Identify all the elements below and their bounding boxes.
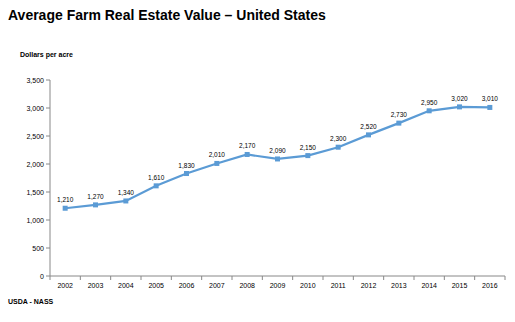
y-tick-label: 2,500: [26, 133, 44, 140]
marker: [245, 152, 250, 157]
y-tick-label: 0: [40, 273, 44, 280]
x-tick-label: 2006: [179, 282, 195, 289]
marker: [154, 183, 159, 188]
y-tick: [46, 248, 50, 249]
x-tick-label: 2014: [421, 282, 437, 289]
y-tick: [46, 80, 50, 81]
marker: [184, 171, 189, 176]
marker: [366, 132, 371, 137]
data-label: 2,010: [209, 151, 226, 158]
x-tick-label: 2008: [239, 282, 255, 289]
x-tick: [474, 276, 475, 280]
x-tick: [110, 276, 111, 280]
y-tick: [46, 108, 50, 109]
y-tick-label: 1,500: [26, 189, 44, 196]
x-tick: [141, 276, 142, 280]
marker: [396, 121, 401, 126]
x-tick-label: 2013: [391, 282, 407, 289]
x-tick-label: 2012: [361, 282, 377, 289]
title: Average Farm Real Estate Value – United …: [8, 7, 326, 23]
data-label: 1,340: [118, 189, 135, 196]
marker: [427, 108, 432, 113]
x-tick: [80, 276, 81, 280]
data-label: 1,830: [178, 162, 195, 169]
y-tick: [46, 276, 50, 277]
marker: [487, 105, 492, 110]
marker: [63, 206, 68, 211]
x-tick: [262, 276, 263, 280]
x-tick-label: 2015: [452, 282, 468, 289]
y-tick-label: 3,000: [26, 105, 44, 112]
x-tick: [201, 276, 202, 280]
marker: [275, 156, 280, 161]
data-label: 3,010: [482, 95, 499, 102]
marker: [93, 202, 98, 207]
x-tick: [444, 276, 445, 280]
x-tick-label: 2016: [482, 282, 498, 289]
data-label: 2,170: [239, 142, 256, 149]
y-tick-label: 2,000: [26, 161, 44, 168]
x-tick: [50, 276, 51, 280]
x-tick: [232, 276, 233, 280]
x-tick-label: 2010: [300, 282, 316, 289]
x-tick: [323, 276, 324, 280]
x-tick-label: 2004: [118, 282, 134, 289]
x-tick-label: 2005: [148, 282, 164, 289]
data-label: 2,950: [421, 99, 438, 106]
marker: [457, 104, 462, 109]
series-line: [65, 107, 490, 208]
x-tick-label: 2007: [209, 282, 225, 289]
data-label: 2,300: [330, 135, 347, 142]
x-tick: [383, 276, 384, 280]
y-tick: [46, 136, 50, 137]
y-tick: [46, 164, 50, 165]
y-tick: [46, 220, 50, 221]
y-axis: [50, 80, 51, 276]
y-tick-label: 1,000: [26, 217, 44, 224]
data-label: 2,150: [300, 144, 317, 151]
chart: Average Farm Real Estate Value – United …: [0, 0, 515, 322]
data-label: 1,610: [148, 174, 165, 181]
marker: [336, 145, 341, 150]
data-label: 3,020: [451, 95, 468, 102]
x-tick-label: 2003: [88, 282, 104, 289]
marker: [305, 153, 310, 158]
marker: [214, 161, 219, 166]
data-label: 1,270: [87, 193, 104, 200]
y-tick-label: 500: [32, 245, 44, 252]
data-label: 1,210: [57, 196, 74, 203]
x-tick: [292, 276, 293, 280]
x-tick: [414, 276, 415, 280]
y-axis-label: Dollars per acre: [20, 51, 73, 59]
marker: [123, 198, 128, 203]
x-axis: [50, 276, 505, 277]
x-tick: [505, 276, 506, 280]
plot-area: [63, 104, 493, 210]
data-label: 2,520: [360, 123, 377, 130]
x-tick: [353, 276, 354, 280]
y-tick-label: 3,500: [26, 77, 44, 84]
x-tick-label: 2002: [57, 282, 73, 289]
x-tick-label: 2009: [270, 282, 286, 289]
x-tick: [171, 276, 172, 280]
y-tick: [46, 192, 50, 193]
data-label: 2,090: [269, 147, 286, 154]
source: USDA - NASS: [8, 298, 54, 305]
x-tick-label: 2011: [331, 282, 346, 289]
data-label: 2,730: [391, 111, 408, 118]
